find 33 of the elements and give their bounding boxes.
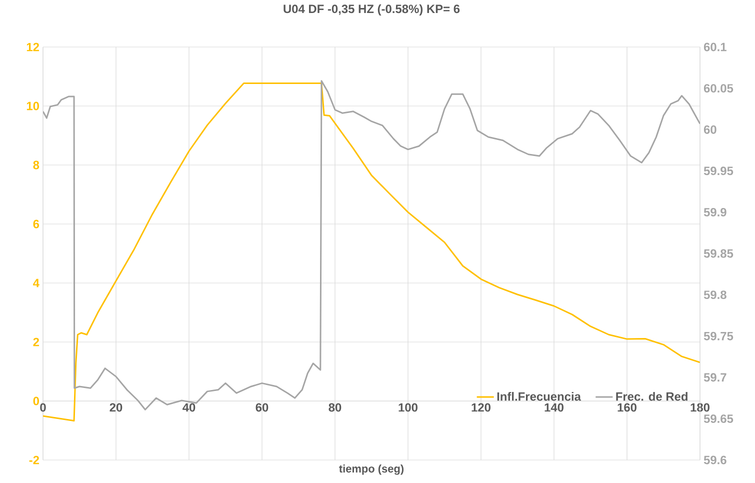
legend-label: Infl.Frecuencia [497, 392, 582, 401]
x-tick-label: 140 [544, 403, 564, 412]
y2-tick-label: 59.9 [704, 208, 726, 216]
y-tick-label: 0 [33, 396, 39, 406]
y2-tick-label: 59.8 [704, 290, 726, 300]
y2-tick-label: 59.75 [704, 332, 734, 340]
y2-tick-label: 60 [704, 125, 716, 134]
y2-tick-label: 60.05 [704, 84, 734, 93]
y-tick-label: 2 [33, 338, 40, 346]
y-tick-label: 12 [26, 42, 39, 52]
x-tick-label: 120 [472, 403, 490, 412]
x-tick-label: 160 [618, 403, 636, 412]
y2-tick-label: 59.7 [704, 373, 726, 382]
legend-label: Frec. de Red [616, 392, 688, 401]
x-tick-label: 180 [690, 403, 710, 412]
x-tick-label: 0 [40, 403, 46, 412]
y-tick-label: 6 [33, 220, 40, 228]
chart-title: U04 DF -0,35 HZ (-0.58%) KP= 6 [284, 4, 460, 16]
y2-tick-label: 60.1 [704, 42, 726, 52]
y-tick-label: 8 [33, 160, 40, 170]
x-tick-label: 40 [182, 403, 196, 412]
y2-tick-label: 59.6 [704, 456, 726, 464]
x-axis-title: tiempo (seg) [339, 464, 404, 475]
y-tick-label: 4 [33, 278, 40, 288]
y2-tick-label: 59.65 [704, 414, 734, 423]
x-tick-label: 100 [398, 403, 418, 412]
x-tick-label: 80 [328, 403, 342, 412]
x-tick-label: 60 [256, 403, 268, 412]
y-tick-label: -2 [29, 456, 40, 464]
y-tick-label: 10 [26, 102, 39, 110]
y2-tick-label: 59.95 [704, 166, 734, 176]
y2-tick-label: 59.85 [704, 249, 734, 258]
x-tick-label: 20 [110, 403, 122, 412]
